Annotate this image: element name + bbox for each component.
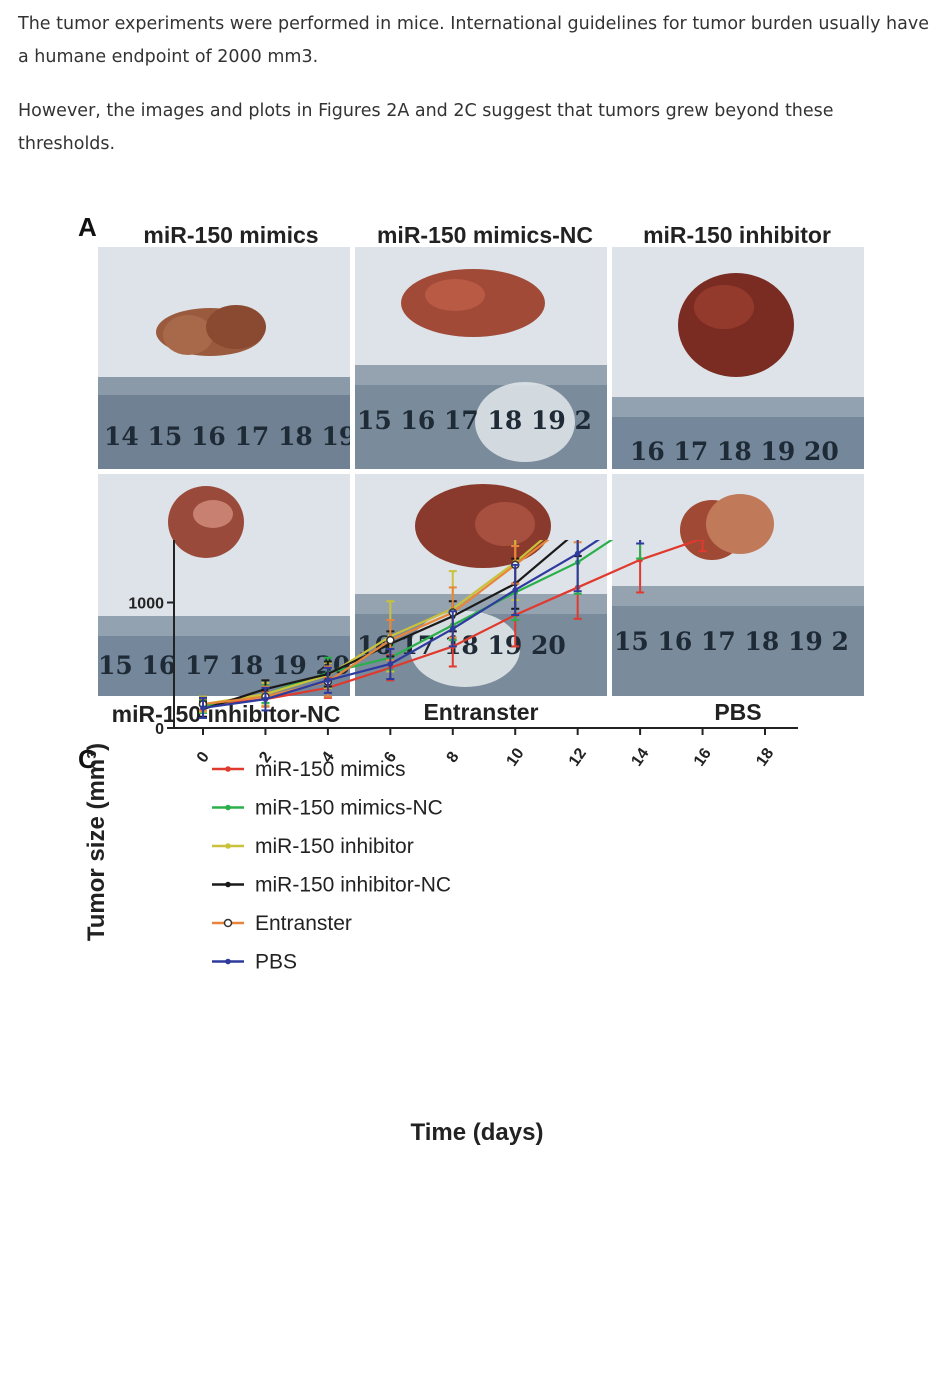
series-line — [202, 540, 550, 706]
legend-item: miR-150 mimics — [212, 758, 406, 781]
legend-marker — [225, 881, 231, 888]
legend-label: miR-150 inhibitor-NC — [255, 874, 451, 897]
series-3 — [199, 540, 582, 718]
ruler-numbers: 15 16 17 18 19 2 — [614, 627, 849, 656]
ruler-numbers: 15 16 17 18 19 20 — [98, 651, 350, 680]
data-point — [200, 705, 206, 711]
tumor-photo-mimics: 14 15 16 17 18 19 — [98, 247, 350, 469]
legend-label: miR-150 mimics-NC — [255, 797, 443, 820]
legend-label: Entranster — [255, 912, 352, 935]
x-tick-label: 10 — [503, 745, 527, 769]
intro-paragraph: The tumor experiments were performed in … — [18, 14, 929, 67]
series-2 — [199, 540, 544, 713]
data-point — [700, 540, 705, 542]
photo-label-entranster: Entranster — [423, 699, 539, 725]
legend-label: miR-150 inhibitor — [255, 835, 414, 858]
series-line — [202, 540, 569, 711]
tumor-photo-pbs: 15 16 17 18 19 2 — [612, 474, 864, 696]
panel-c-letter: C — [78, 744, 97, 774]
x-axis-title: Time (days) — [411, 1119, 544, 1146]
legend-item: miR-150 inhibitor — [212, 835, 414, 858]
series-line — [202, 540, 702, 707]
y-axis-title: Tumor size (mm³) — [83, 743, 110, 941]
legend-marker — [225, 958, 231, 965]
legend-item: Entranster — [212, 912, 352, 935]
tumor-photo-inhibitor: 16 17 18 19 20 — [612, 247, 864, 469]
y-tick-label: 0 — [155, 721, 164, 738]
y-tick-label: 1000 — [128, 596, 164, 613]
data-point — [512, 587, 519, 593]
data-point — [387, 661, 394, 667]
legend-label: miR-150 mimics — [255, 758, 406, 781]
photo-label-pbs: PBS — [714, 699, 762, 725]
figure: A miR-150 mimics miR-150 mimics-NC miR-1… — [0, 200, 951, 1360]
series-line — [202, 540, 544, 706]
series-line — [202, 540, 614, 708]
data-point — [262, 696, 269, 702]
series-1 — [199, 540, 645, 714]
chart-series — [198, 540, 707, 719]
legend-marker — [223, 918, 233, 928]
panel-a-letter: A — [78, 212, 97, 242]
x-tick-label: 14 — [628, 745, 652, 769]
series-line — [202, 540, 601, 710]
legend-item: PBS — [212, 951, 297, 974]
legend-marker — [225, 766, 231, 772]
data-point — [449, 626, 456, 632]
x-tick-label: 18 — [753, 745, 777, 769]
photo-label-mimics-nc: miR-150 mimics-NC — [376, 222, 594, 248]
x-tick-label: 0 — [194, 749, 213, 766]
legend-marker — [225, 843, 231, 849]
photo-label-inhibitor: miR-150 inhibitor — [643, 222, 831, 248]
x-tick-label: 12 — [566, 745, 590, 769]
ruler-numbers: 16 17 18 19 20 — [630, 437, 839, 466]
data-point — [574, 550, 581, 557]
legend-label: PBS — [255, 951, 297, 974]
tumor-growth-chart: 01000200030004000024681012141618 miR-150… — [83, 540, 798, 1146]
legend-item: miR-150 mimics-NC — [212, 797, 443, 820]
legend-item: miR-150 inhibitor-NC — [212, 874, 451, 897]
tumor-photo-inhibitor-nc: 15 16 17 18 19 20 — [98, 474, 350, 696]
legend-marker — [225, 804, 231, 811]
photo-label-mimics: miR-150 mimics — [143, 222, 319, 248]
data-point — [386, 635, 395, 645]
series-0 — [199, 540, 707, 713]
chart-axes: 01000200030004000024681012141618 — [128, 540, 798, 770]
ruler-numbers: 15 16 17 18 19 2 — [357, 406, 592, 435]
x-tick-label: 16 — [691, 745, 715, 769]
ruler-numbers: 14 15 16 17 18 19 — [104, 422, 350, 451]
tumor-photo-mimics-nc: 15 16 17 18 19 2 — [355, 247, 607, 469]
series-5 — [199, 540, 645, 719]
x-tick-label: 8 — [444, 749, 463, 766]
concern-paragraph: However, the images and plots in Figures… — [18, 101, 834, 154]
data-point — [325, 677, 331, 684]
chart-legend: miR-150 mimics miR-150 mimics-NC miR-150 i… — [212, 758, 451, 974]
